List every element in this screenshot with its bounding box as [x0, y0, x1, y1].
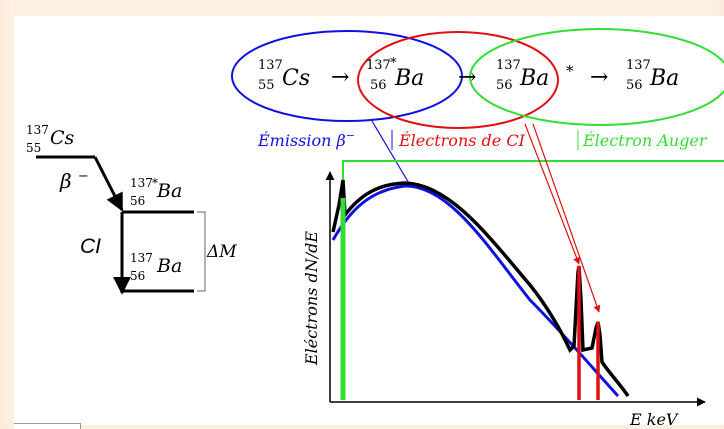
svg-text:56: 56 [496, 78, 513, 93]
chain-arrow-3: → [590, 65, 608, 90]
beta-decay-arrow [93, 156, 124, 212]
ba137-ground-label: 137 56 Ba [130, 245, 182, 285]
auger-electron-ellipse [469, 28, 724, 126]
chain-node-ba137-star-pre: 137 * 56 Ba [366, 56, 424, 93]
electron-spectrum: Eléctrons dN/dE E keV [302, 171, 706, 425]
chain-arrow-2: → [458, 65, 476, 90]
svg-text:56: 56 [626, 78, 643, 93]
svg-text:56: 56 [370, 78, 387, 93]
beta-minus-label: β − [59, 169, 89, 193]
ci-electrons-ellipse [357, 31, 559, 129]
chain-node-ba137-star-post: 137 56 Ba * [496, 58, 574, 93]
total-spectrum-curve [331, 179, 630, 397]
svg-text:*: * [390, 56, 397, 71]
svg-text:137: 137 [258, 58, 283, 73]
svg-text:Ba: Ba [519, 66, 549, 91]
svg-text:137: 137 [366, 58, 391, 73]
connectors [342, 120, 724, 400]
decay-chain: 137 55 Cs → 137 * 56 Ba → 137 56 Ba * [231, 28, 724, 150]
figure-panel: 137 55 Cs β − 137 * 56 Ba CI [14, 16, 724, 425]
chain-node-ba137-ground: 137 56 Ba [626, 58, 679, 93]
delta-m-bracket [197, 211, 206, 292]
y-axis-label: Eléctrons dN/dE [302, 231, 321, 366]
svg-text:137: 137 [626, 58, 651, 73]
svg-text:55: 55 [258, 78, 275, 93]
ci-label: CI [80, 235, 101, 258]
ci-connector-l [532, 123, 601, 313]
slide-tab [14, 423, 81, 429]
beta-emission-ellipse [231, 30, 463, 122]
ci-connector-k [524, 123, 581, 265]
decay-diagram: 137 55 Cs β − 137 * 56 Ba CI [26, 28, 724, 425]
energy-level-scheme: 137 55 Cs β − 137 * 56 Ba CI [26, 117, 237, 295]
svg-text:*: * [566, 62, 574, 80]
chain-arrow-1: → [331, 65, 349, 90]
x-axis-label: E keV [629, 410, 679, 425]
cs137-parent-label: 137 55 Cs [26, 117, 75, 157]
svg-text:Ba: Ba [394, 66, 424, 91]
svg-text:Ba: Ba [649, 66, 679, 91]
beta-connector [371, 120, 411, 186]
chain-node-cs137: 137 55 Cs [258, 58, 310, 93]
svg-text:Cs: Cs [282, 66, 310, 91]
ba137-excited-label: 137 * 56 Ba [130, 170, 182, 210]
auger-electron-label: Électron Auger [582, 130, 708, 150]
auger-connector [342, 160, 724, 400]
emission-beta-label: Émission β− [257, 129, 355, 150]
ci-electrons-label: Électrons de CI [398, 130, 526, 150]
delta-m-label: ΔM [206, 242, 237, 262]
svg-text:137: 137 [496, 58, 521, 73]
